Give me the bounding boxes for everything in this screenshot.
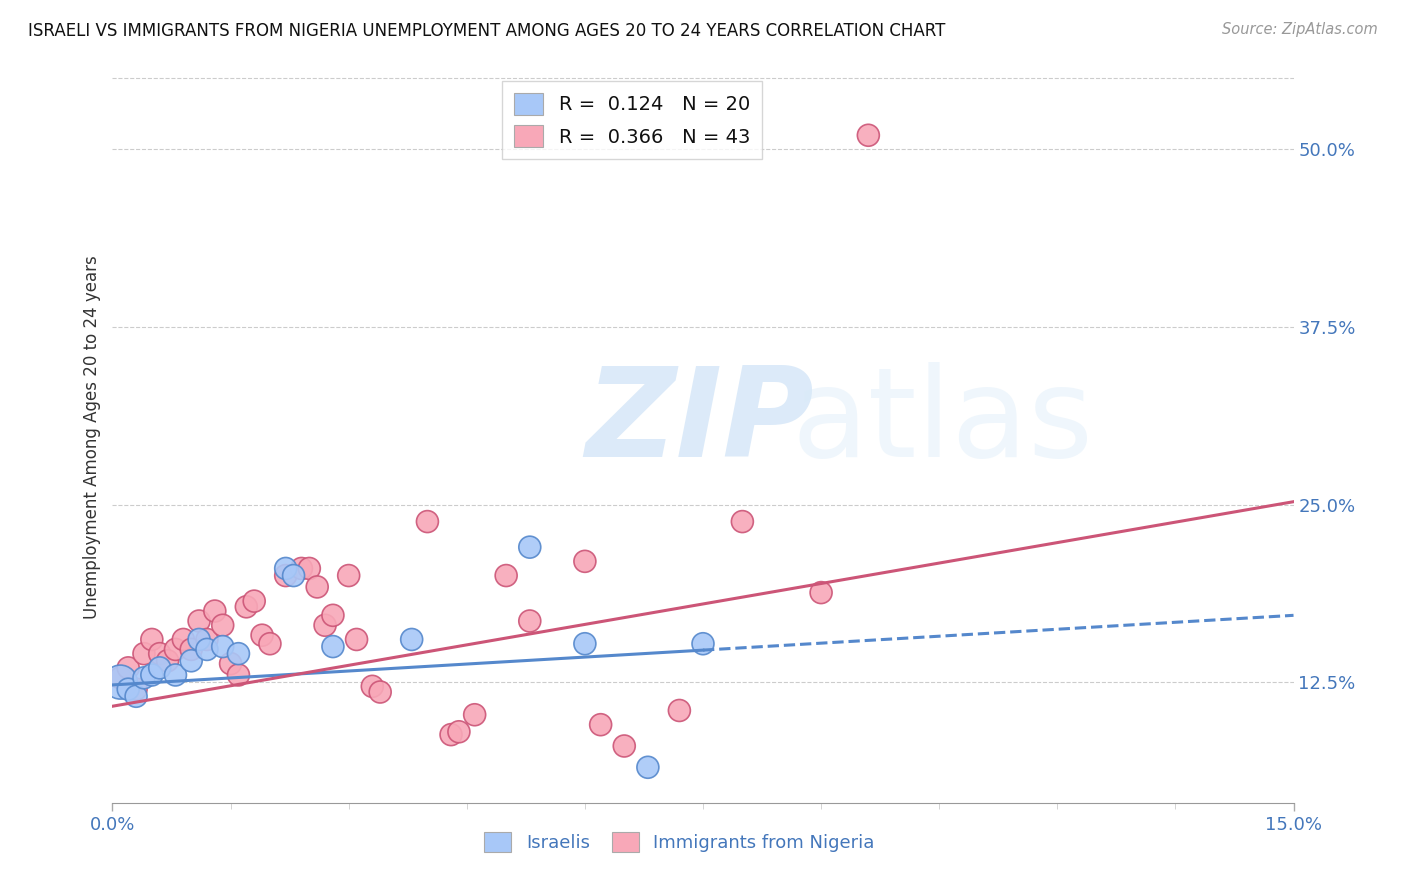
- Text: ISRAELI VS IMMIGRANTS FROM NIGERIA UNEMPLOYMENT AMONG AGES 20 TO 24 YEARS CORREL: ISRAELI VS IMMIGRANTS FROM NIGERIA UNEMP…: [28, 22, 945, 40]
- Point: [368, 685, 391, 699]
- Y-axis label: Unemployment Among Ages 20 to 24 years: Unemployment Among Ages 20 to 24 years: [83, 255, 101, 619]
- Point: [132, 647, 155, 661]
- Point: [810, 585, 832, 599]
- Point: [110, 675, 132, 690]
- Point: [228, 647, 250, 661]
- Point: [204, 604, 226, 618]
- Point: [519, 614, 541, 628]
- Point: [211, 640, 233, 654]
- Point: [589, 717, 612, 731]
- Point: [156, 654, 179, 668]
- Point: [322, 608, 344, 623]
- Point: [637, 760, 659, 774]
- Point: [447, 724, 470, 739]
- Point: [283, 568, 305, 582]
- Point: [440, 728, 463, 742]
- Point: [219, 657, 242, 671]
- Point: [165, 642, 187, 657]
- Point: [519, 540, 541, 554]
- Point: [464, 707, 486, 722]
- Point: [117, 661, 139, 675]
- Point: [274, 568, 297, 582]
- Point: [180, 642, 202, 657]
- Point: [574, 554, 596, 568]
- Point: [259, 637, 281, 651]
- Point: [125, 682, 148, 697]
- Point: [274, 561, 297, 575]
- Point: [211, 618, 233, 632]
- Text: Source: ZipAtlas.com: Source: ZipAtlas.com: [1222, 22, 1378, 37]
- Point: [165, 668, 187, 682]
- Point: [132, 671, 155, 685]
- Point: [322, 640, 344, 654]
- Point: [235, 599, 257, 614]
- Point: [668, 704, 690, 718]
- Point: [172, 632, 194, 647]
- Point: [195, 642, 218, 657]
- Text: ZIP: ZIP: [585, 362, 814, 483]
- Point: [141, 668, 163, 682]
- Point: [188, 614, 211, 628]
- Point: [149, 661, 172, 675]
- Point: [149, 647, 172, 661]
- Legend: Israelis, Immigrants from Nigeria: Israelis, Immigrants from Nigeria: [477, 824, 882, 860]
- Point: [613, 739, 636, 753]
- Point: [401, 632, 423, 647]
- Point: [243, 594, 266, 608]
- Point: [731, 515, 754, 529]
- Point: [228, 668, 250, 682]
- Point: [250, 628, 273, 642]
- Point: [298, 561, 321, 575]
- Point: [337, 568, 360, 582]
- Point: [416, 515, 439, 529]
- Point: [195, 632, 218, 647]
- Point: [141, 632, 163, 647]
- Point: [495, 568, 517, 582]
- Point: [110, 671, 132, 685]
- Point: [290, 561, 312, 575]
- Point: [361, 679, 384, 693]
- Point: [117, 682, 139, 697]
- Point: [188, 632, 211, 647]
- Point: [125, 690, 148, 704]
- Text: atlas: atlas: [792, 362, 1094, 483]
- Point: [574, 637, 596, 651]
- Point: [692, 637, 714, 651]
- Point: [180, 654, 202, 668]
- Point: [307, 580, 329, 594]
- Point: [346, 632, 368, 647]
- Point: [314, 618, 336, 632]
- Point: [858, 128, 880, 143]
